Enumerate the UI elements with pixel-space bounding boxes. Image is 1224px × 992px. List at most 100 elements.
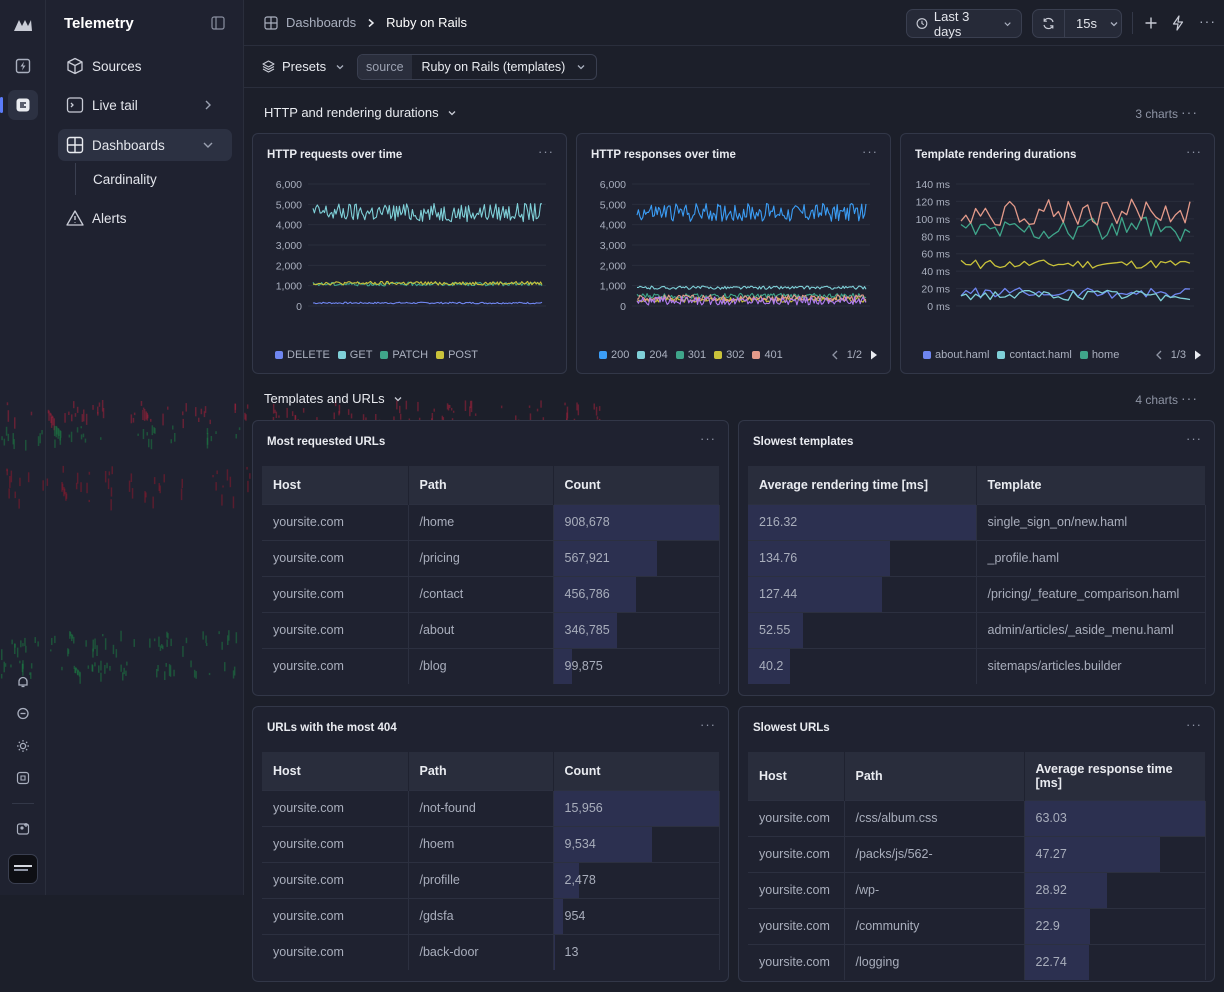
logo-icon[interactable]	[8, 10, 38, 40]
table-row[interactable]: yoursite.com/packs/js/562- 47.27	[748, 835, 1206, 872]
column-header[interactable]: Host	[262, 752, 409, 790]
column-header[interactable]: Host	[262, 466, 409, 504]
table-row[interactable]: yoursite.com/gdsfa 954	[262, 897, 720, 934]
sidebar-item-dashboards[interactable]: Dashboards	[58, 129, 232, 161]
table-more-icon[interactable]: ···	[1186, 431, 1202, 446]
table-row[interactable]: yoursite.com/not-found 15,956	[262, 789, 720, 826]
legend-swatch	[380, 351, 389, 359]
column-header[interactable]: Count	[553, 466, 720, 504]
table-row[interactable]: yoursite.com/about 346,785	[262, 611, 720, 648]
chevron-right-icon	[368, 18, 375, 27]
chart-more-icon[interactable]: ···	[538, 144, 554, 159]
next-page-icon[interactable]	[870, 350, 878, 360]
column-header[interactable]: Host	[748, 752, 845, 800]
legend-swatch	[923, 351, 931, 359]
table-row[interactable]: 216.32 single_sign_on/new.haml	[748, 503, 1206, 540]
refresh-button[interactable]	[1033, 10, 1065, 37]
presets-button[interactable]: Presets	[262, 59, 345, 74]
column-header[interactable]: Template	[976, 466, 1206, 504]
table-row[interactable]: 40.2 sitemaps/articles.builder	[748, 647, 1206, 684]
legend-item[interactable]: DELETE	[275, 349, 330, 361]
logs-icon[interactable]	[0, 90, 38, 120]
legend-item[interactable]: about.haml	[923, 349, 989, 361]
table-more-icon[interactable]: ···	[700, 431, 716, 446]
add-icon[interactable]	[1144, 16, 1158, 30]
table-row[interactable]: yoursite.com/community 22.9	[748, 907, 1206, 944]
theme-sun-icon[interactable]	[8, 731, 38, 761]
chat-icon[interactable]	[8, 699, 38, 729]
table-more-icon[interactable]: ···	[1186, 717, 1202, 732]
table-title: Slowest templates	[753, 436, 854, 448]
table-cell: /gdsfa	[408, 897, 554, 934]
most-404-table: Host Path Count yoursite.com/not-found 15,95…	[262, 752, 720, 970]
section-header-durations[interactable]: HTTP and rendering durations	[264, 105, 457, 120]
refresh-control[interactable]: 15s	[1032, 9, 1122, 38]
table-row[interactable]: yoursite.com/back-door 13	[262, 933, 720, 970]
legend-item[interactable]: 200	[599, 349, 629, 361]
collapse-sidebar-icon[interactable]	[211, 16, 225, 30]
table-row[interactable]: yoursite.com/wp- 28.92	[748, 871, 1206, 908]
column-header[interactable]: Path	[408, 466, 554, 504]
column-header[interactable]: Path	[844, 752, 1025, 800]
avatar[interactable]	[8, 854, 38, 884]
table-row[interactable]: yoursite.com/logging 22.74	[748, 943, 1206, 980]
legend-item[interactable]: 401	[752, 349, 783, 361]
table-row[interactable]: yoursite.com/blog 99,875	[262, 647, 720, 684]
table-row[interactable]: yoursite.com/contact 456,786	[262, 575, 720, 612]
legend-pager[interactable]: 1/2	[831, 349, 878, 361]
prev-page-icon[interactable]	[1155, 350, 1163, 360]
prev-page-icon[interactable]	[831, 350, 839, 360]
table-row[interactable]: yoursite.com/pricing 567,921	[262, 539, 720, 576]
value-bar	[553, 862, 580, 898]
time-range-select[interactable]: Last 3 days	[906, 9, 1022, 39]
legend-item[interactable]: home	[1079, 349, 1119, 361]
table-row[interactable]: 127.44/pricing/_feature_comparison.haml	[748, 575, 1206, 612]
more-options-icon[interactable]: ···	[1199, 13, 1216, 29]
add-person-icon[interactable]	[8, 814, 38, 844]
legend-item[interactable]: contact.haml	[997, 349, 1072, 361]
page-title: Ruby on Rails	[386, 15, 468, 30]
column-header[interactable]: Path	[408, 752, 554, 790]
legend-pager[interactable]: 1/3	[1155, 349, 1202, 361]
legend-item[interactable]: 302	[714, 349, 744, 361]
sidebar-item-sources[interactable]: Sources	[58, 50, 232, 82]
chart-more-icon[interactable]: ···	[862, 144, 878, 159]
table-cell: yoursite.com	[262, 933, 409, 970]
table-row[interactable]: 134.76 _profile.haml	[748, 539, 1206, 576]
sidebar-item-live-tail[interactable]: Live tail	[58, 89, 232, 121]
legend-item[interactable]: GET	[337, 349, 372, 361]
chart-more-icon[interactable]: ···	[1186, 144, 1202, 159]
telemetry-icon[interactable]	[8, 51, 38, 81]
table-row[interactable]: 52.55 admin/articles/_aside_menu.haml	[748, 611, 1206, 648]
column-header[interactable]: Average rendering time [ms]	[748, 466, 977, 504]
bell-icon[interactable]	[8, 667, 38, 697]
legend-item[interactable]: POST	[436, 349, 478, 361]
table-cell: /profille	[408, 861, 554, 898]
chart-title: Template rendering durations	[915, 149, 1077, 161]
refresh-icon	[1043, 17, 1054, 30]
sidebar-item-cardinality[interactable]: Cardinality	[75, 163, 157, 195]
section-more-icon[interactable]: ···	[1181, 104, 1198, 120]
table-row[interactable]: yoursite.com/home 908,678	[262, 503, 720, 540]
legend-swatch	[997, 351, 1006, 359]
legend-item[interactable]: 301	[675, 349, 706, 361]
command-icon[interactable]	[8, 763, 38, 793]
section-more-icon[interactable]: ···	[1181, 390, 1198, 406]
section-header-templates[interactable]: Templates and URLs	[264, 391, 403, 406]
table-row[interactable]: yoursite.com/css/album.css 63.03	[748, 799, 1206, 836]
table-more-icon[interactable]: ···	[700, 717, 716, 732]
table-row[interactable]: yoursite.com/hoem 9,534	[262, 825, 720, 862]
column-header[interactable]: Average response time [ms]	[1024, 752, 1206, 800]
breadcrumb-dashboards[interactable]: Dashboards	[286, 15, 357, 30]
source-filter[interactable]: source Ruby on Rails (templates)	[357, 54, 597, 80]
lightning-icon[interactable]	[1171, 15, 1185, 31]
next-page-icon[interactable]	[1194, 350, 1202, 360]
series-line-pricing	[960, 259, 1191, 270]
legend-item[interactable]: PATCH	[380, 349, 428, 361]
sidebar-item-alerts[interactable]: Alerts	[58, 202, 232, 234]
column-header[interactable]: Count	[553, 752, 720, 790]
legend-item[interactable]: 204	[637, 349, 668, 361]
top-bar: Dashboards Ruby on Rails Last 3 days 15s…	[244, 0, 1224, 46]
section-title: Templates and URLs	[264, 391, 385, 406]
table-row[interactable]: yoursite.com/profille 2,478	[262, 861, 720, 898]
